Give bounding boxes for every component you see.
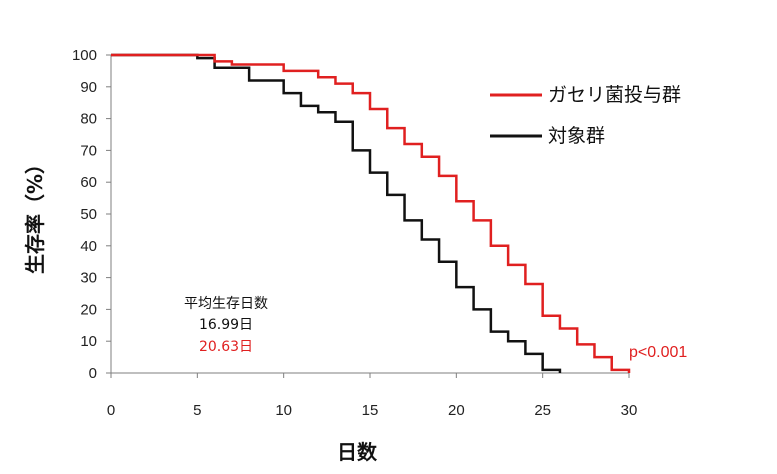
treated-mean-value: 20.63日 [199, 339, 253, 355]
x-tick-label: 5 [193, 402, 201, 419]
x-tick-label: 25 [534, 402, 551, 419]
series-line-control [111, 53, 562, 373]
x-tick-label: 15 [362, 402, 379, 419]
y-tick-label: 60 [80, 174, 97, 191]
y-tick-label: 0 [89, 365, 97, 382]
series-lines [111, 53, 631, 373]
y-tick-label: 70 [80, 142, 97, 159]
x-tick-label: 0 [107, 402, 115, 419]
legend: ガセリ菌投与群 対象群 [490, 84, 681, 147]
y-tick-label: 90 [80, 79, 97, 96]
x-tick-label: 20 [448, 402, 465, 419]
y-tick-label: 100 [72, 47, 97, 64]
x-tick-label: 10 [275, 402, 292, 419]
y-tick-label: 80 [80, 111, 97, 128]
legend-label-treated: ガセリ菌投与群 [548, 84, 681, 106]
p-value-label: p<0.001 [629, 344, 687, 361]
y-tick-label: 20 [80, 301, 97, 318]
y-ticks: 0 10 20 30 40 50 60 70 80 90 100 [72, 47, 111, 382]
x-tick-label: 30 [621, 402, 638, 419]
series-line-treated [111, 53, 631, 373]
y-tick-label: 50 [80, 206, 97, 223]
y-axis-title: 生存率（%） [23, 154, 47, 274]
x-ticks: 0 5 10 15 20 25 30 [107, 373, 638, 419]
y-tick-label: 10 [80, 333, 97, 350]
x-axis-title: 日数 [337, 440, 378, 464]
control-mean-value: 16.99日 [199, 317, 253, 333]
mean-survival-annotation: 平均生存日数 16.99日 20.63日 [184, 296, 268, 355]
mean-survival-title: 平均生存日数 [184, 296, 268, 312]
legend-label-control: 対象群 [548, 125, 605, 147]
y-tick-label: 30 [80, 270, 97, 287]
y-tick-label: 40 [80, 238, 97, 255]
